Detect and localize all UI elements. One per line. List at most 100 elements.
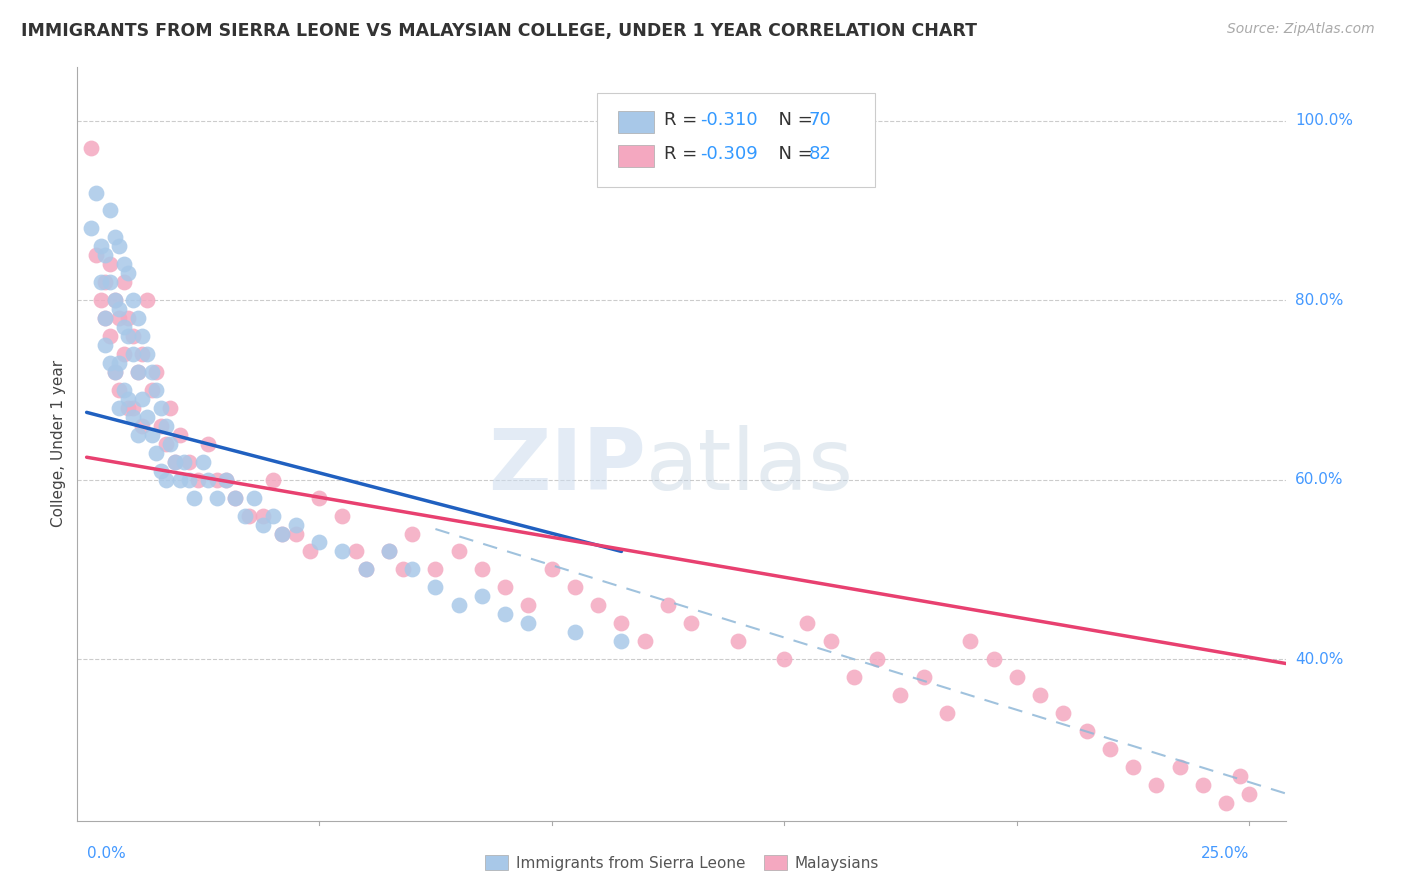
Point xyxy=(494,580,516,594)
Legend: Immigrants from Sierra Leone, Malaysians: Immigrants from Sierra Leone, Malaysians xyxy=(479,849,884,877)
Point xyxy=(103,365,125,379)
Point xyxy=(238,508,260,523)
Point xyxy=(159,437,181,451)
Point xyxy=(155,473,177,487)
Text: 100.0%: 100.0% xyxy=(1295,113,1353,128)
Point xyxy=(517,616,540,631)
Text: -0.309: -0.309 xyxy=(700,145,758,162)
Point xyxy=(610,634,633,648)
Point xyxy=(354,562,377,576)
Point xyxy=(177,455,200,469)
Point xyxy=(332,508,354,523)
Point xyxy=(80,141,103,155)
Point xyxy=(117,266,139,280)
Point xyxy=(150,418,173,433)
Point xyxy=(205,491,228,505)
Point xyxy=(177,473,200,487)
Point xyxy=(150,401,173,415)
Point xyxy=(284,517,307,532)
Point xyxy=(191,455,214,469)
Point xyxy=(471,562,494,576)
Point xyxy=(90,275,112,289)
Point xyxy=(163,455,186,469)
Point xyxy=(136,293,159,308)
Point xyxy=(1005,670,1028,684)
Point xyxy=(159,401,181,415)
Text: 70: 70 xyxy=(808,111,831,128)
Text: 25.0%: 25.0% xyxy=(1201,846,1250,861)
Point xyxy=(141,365,163,379)
Point xyxy=(131,329,153,343)
Point xyxy=(94,248,117,262)
Point xyxy=(84,248,107,262)
Point xyxy=(103,365,125,379)
Point xyxy=(378,544,401,558)
Point xyxy=(392,562,415,576)
Point xyxy=(131,347,153,361)
Point xyxy=(447,544,470,558)
Point xyxy=(1229,769,1251,783)
Point xyxy=(308,535,330,549)
Point xyxy=(912,670,935,684)
Point xyxy=(94,311,117,326)
Point xyxy=(197,473,219,487)
Point xyxy=(108,311,131,326)
Point xyxy=(108,356,131,370)
Text: IMMIGRANTS FROM SIERRA LEONE VS MALAYSIAN COLLEGE, UNDER 1 YEAR CORRELATION CHAR: IMMIGRANTS FROM SIERRA LEONE VS MALAYSIA… xyxy=(21,22,977,40)
Point xyxy=(262,508,284,523)
Text: 0.0%: 0.0% xyxy=(87,846,125,861)
Point xyxy=(169,473,191,487)
Point xyxy=(122,293,145,308)
Point xyxy=(80,221,103,235)
FancyBboxPatch shape xyxy=(598,94,876,187)
Point xyxy=(205,473,228,487)
Point xyxy=(136,347,159,361)
Point xyxy=(117,392,139,406)
Text: Source: ZipAtlas.com: Source: ZipAtlas.com xyxy=(1227,22,1375,37)
Point xyxy=(681,616,703,631)
Text: R =: R = xyxy=(664,145,703,162)
Point xyxy=(117,311,139,326)
Point xyxy=(1122,760,1144,774)
Point xyxy=(447,599,470,613)
Point xyxy=(796,616,818,631)
Point xyxy=(131,392,153,406)
Point xyxy=(94,338,117,352)
Point xyxy=(112,383,135,397)
Point xyxy=(1076,723,1098,738)
Text: 82: 82 xyxy=(808,145,832,162)
Point xyxy=(842,670,865,684)
Point xyxy=(145,446,167,460)
Text: 60.0%: 60.0% xyxy=(1295,472,1343,487)
Text: R =: R = xyxy=(664,111,703,128)
Point xyxy=(271,526,294,541)
Point xyxy=(141,427,163,442)
Point xyxy=(127,427,149,442)
Text: 80.0%: 80.0% xyxy=(1295,293,1343,308)
Point xyxy=(252,517,274,532)
Point xyxy=(1191,778,1213,792)
Point xyxy=(252,508,274,523)
Point xyxy=(117,401,139,415)
Point xyxy=(889,688,911,702)
Point xyxy=(1168,760,1191,774)
Point xyxy=(657,599,679,613)
Point xyxy=(112,257,135,271)
Point xyxy=(1029,688,1052,702)
Point xyxy=(1215,796,1237,810)
Point xyxy=(564,580,586,594)
Point xyxy=(586,599,609,613)
Point xyxy=(425,562,447,576)
Point xyxy=(425,580,447,594)
Point xyxy=(344,544,367,558)
Point xyxy=(959,634,981,648)
Point xyxy=(215,473,238,487)
Point xyxy=(298,544,321,558)
Point xyxy=(98,257,121,271)
FancyBboxPatch shape xyxy=(617,145,654,167)
Point xyxy=(224,491,246,505)
Point xyxy=(127,365,149,379)
Point xyxy=(122,409,145,424)
Point xyxy=(378,544,401,558)
Point xyxy=(494,607,516,622)
